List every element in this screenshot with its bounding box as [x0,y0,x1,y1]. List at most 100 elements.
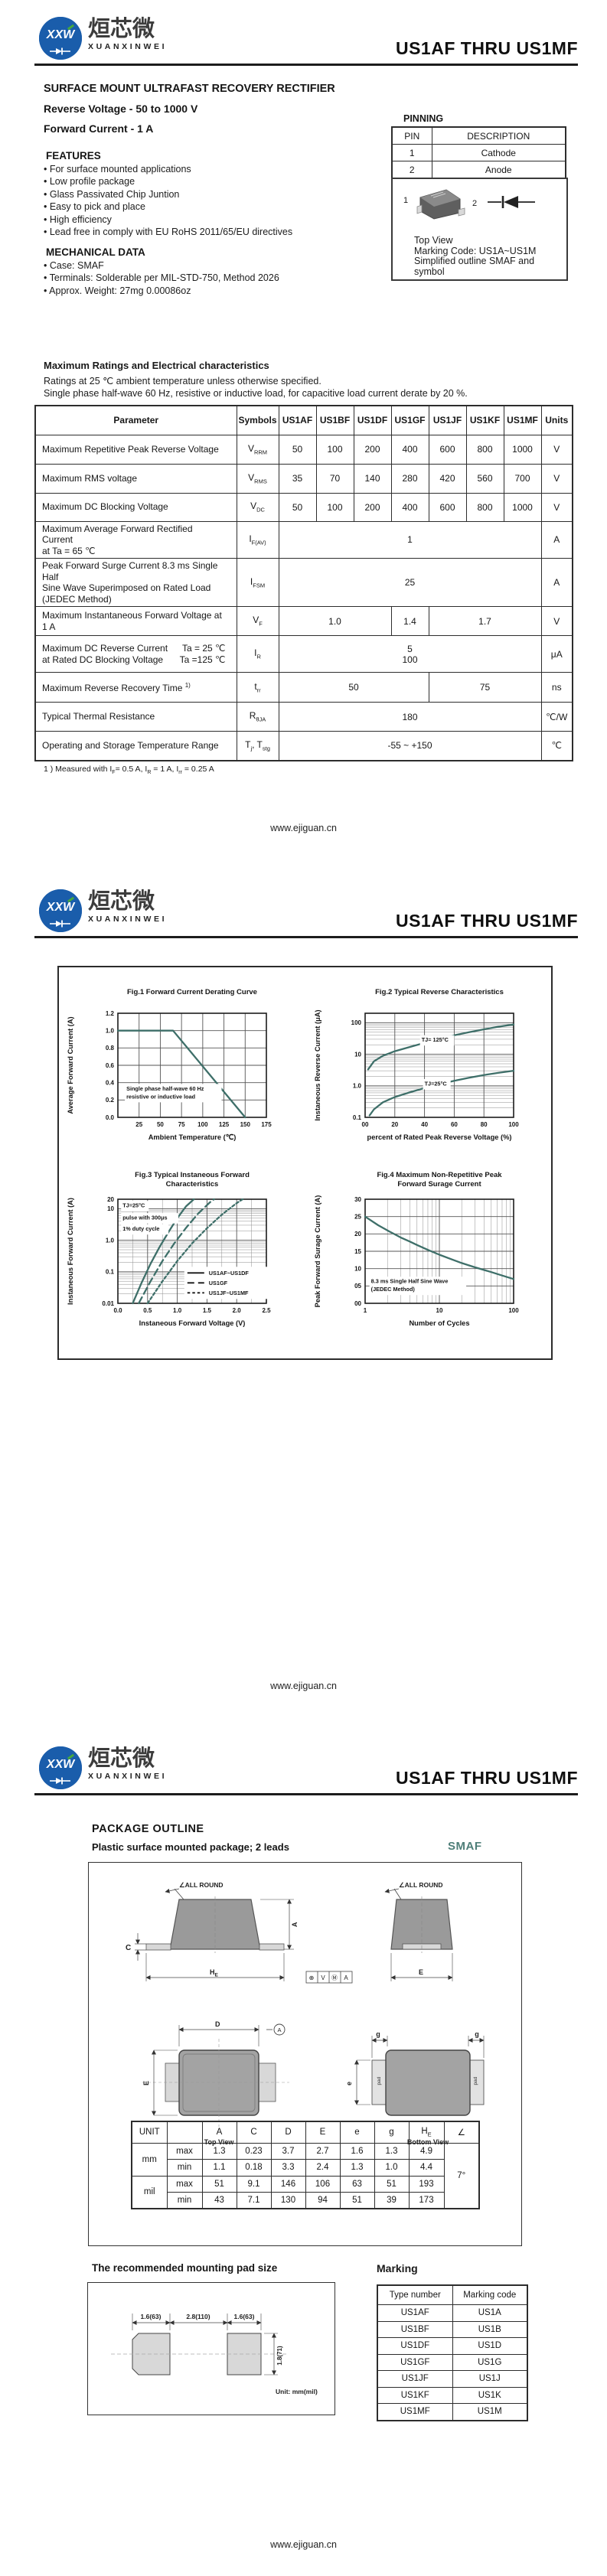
unit-cell: V [540,434,573,465]
svg-text:60: 60 [451,1121,458,1128]
page-title: US1AF THRU US1MF [395,911,578,931]
table-cell: 7.1 [236,2192,272,2209]
series-surge [364,1215,515,1280]
table-cell: US1K [452,2386,528,2404]
table-row: Maximum Reverse Recovery Time 1) trr 50 75 n… [34,672,573,703]
svg-text:Single phase half-wave 60 Hz: Single phase half-wave 60 Hz [126,1085,204,1092]
logo-wordmark: 烜芯微 XUANXINWEI [88,17,167,60]
svg-text:Fig.1 Forward Current Deratin: Fig.1 Forward Current Derating Curve [127,988,257,996]
svg-text:10: 10 [436,1307,443,1314]
table-cell: US1M [452,2403,528,2421]
all-round-label: ∠ALL ROUND [179,1881,224,1889]
value-cell: 420 [428,463,467,494]
ratings-note1: Ratings at 25 ℃ ambient temperature unle… [44,376,321,386]
list-item: • Terminals: Solderable per MIL-STD-750,… [44,272,279,284]
table-cell: 3.3 [270,2159,306,2177]
mount-pad-right [227,2333,262,2375]
list-item: • High efficiency [44,214,112,225]
svg-text:75: 75 [178,1121,185,1128]
svg-text:20: 20 [354,1231,361,1237]
table-cell: US1JF [377,2370,453,2388]
svg-text:100: 100 [351,1019,362,1026]
symbol-cell: VDC [236,492,279,522]
pad-unit-note: Unit: mm(mil) [276,2388,318,2395]
chart-fig3: TJ=25°C pulse with 300μs 1% duty cycle US1A… [67,1171,271,1327]
svg-text:Number of Cycles: Number of Cycles [409,1319,469,1327]
svg-text:0.0: 0.0 [106,1114,115,1121]
svg-text:100: 100 [508,1121,519,1128]
list-item: • Lead free in comply with EU RoHS 2011/… [44,227,293,238]
list-item: Top View [414,235,453,246]
svg-text:Peak Forward Surage Current (A: Peak Forward Surage Current (A) [314,1195,321,1308]
table-cell: 1.3 [339,2159,375,2177]
datum-cell: A [344,1974,348,1981]
value-cell: 1.7 [428,606,542,636]
package-subheading: Plastic surface mounted package; 2 leads [92,1841,289,1853]
pad-dim-right: 1.6(63) [234,2313,255,2320]
dim-C-label: C [126,1944,131,1952]
unit-cell: A [540,520,573,559]
column-header: DESCRIPTION [431,126,566,145]
value-cell: 200 [353,434,392,465]
table-cell: 51 [374,2175,410,2193]
dim-e-label: e [345,2082,353,2085]
svg-text:US1GF: US1GF [209,1280,228,1286]
ratings-table: Parameter Symbols US1AF US1BF US1DF US1GF US1J… [34,405,573,761]
table-cell: min [166,2159,203,2177]
column-header: A [201,2121,237,2144]
pinning-table: PIN DESCRIPTION 1 Cathode 2 Anode [391,126,566,179]
table-cell: US1D [452,2337,528,2355]
symbol-cell: VRMS [236,463,279,494]
series-US1GF [138,1198,215,1305]
value-cell: 800 [465,434,504,465]
svg-text:1.2: 1.2 [106,1010,115,1017]
bottom-view-body [385,2049,471,2116]
package-3d-icon [416,189,465,220]
mechanical-list: • Case: SMAF • Terminals: Solderable per … [44,259,365,297]
outline-symbol-box: 1 2 Top View Marking Code: US1A~US1M Simpl… [391,178,568,281]
table-cell: US1J [452,2370,528,2388]
table-cell: 1.3 [374,2142,410,2160]
svg-text:0.4: 0.4 [106,1079,115,1086]
series-US1AF~US1DF [132,1198,195,1305]
svg-text:00: 00 [362,1121,369,1128]
column-header: Marking code [452,2284,528,2305]
value-cell: 600 [428,434,467,465]
pad-size-drawing: 1.6(63) 2.8(110) 1.6(63) 1.8(71) Unit: m… [111,2313,318,2395]
parameter-cell: Maximum Repetitive Peak Reverse Voltage [34,434,237,465]
pad-size-box: 1.6(63) 2.8(110) 1.6(63) 1.8(71) Unit: m… [87,2282,335,2415]
svg-text:(JEDEC Method): (JEDEC Method) [371,1286,416,1293]
unit-cell: ℃/W [540,702,573,732]
footer-website: www.ejiguan.cn [270,1681,337,1691]
series-US1JF~US1MF [146,1198,244,1305]
svg-text:Instaneous Forward Current (A): Instaneous Forward Current (A) [67,1198,74,1305]
table-row: Maximum Instantaneous Forward Voltage at… [34,606,573,636]
dim-E-label: E [419,1968,423,1976]
svg-text:80: 80 [481,1121,488,1128]
value-cell: 75 [428,672,542,703]
pad-dim-center: 2.8(110) [186,2313,210,2320]
table-row: Peak Forward Surge Current 8.3 ms Single… [34,558,573,607]
column-header: ∠ [443,2121,480,2144]
table-cell: max [166,2175,203,2193]
svg-text:0.8: 0.8 [106,1045,115,1052]
svg-text:Fig.4 Maximum Non-Repetitive: Fig.4 Maximum Non-Repetitive Peak [377,1171,502,1179]
svg-text:US1JF~US1MF: US1JF~US1MF [209,1290,249,1296]
svg-text:1% duty cycle: 1% duty cycle [122,1225,159,1232]
table-cell: mm [131,2142,168,2177]
svg-text:1.0: 1.0 [353,1083,362,1090]
table-cell: Anode [431,161,566,179]
value-cell: 100 [315,434,354,465]
value-cell: 140 [353,463,392,494]
svg-text:0.1: 0.1 [353,1114,362,1121]
table-cell: 1.1 [201,2159,237,2177]
marking-table: Type number Marking code US1AF US1A US1BF US1… [377,2284,528,2421]
svg-text:1.0: 1.0 [173,1307,182,1314]
column-header: C [236,2121,272,2144]
parameter-cell: Peak Forward Surge Current 8.3 ms Single… [34,558,237,607]
table-row: Maximum RMS voltage VRMS 35 70 140 280 420 560 7… [34,463,573,494]
svg-text:1.5: 1.5 [203,1307,212,1314]
table-cell: 0.23 [236,2142,272,2160]
svg-text:10: 10 [354,1265,361,1272]
table-cell: 94 [305,2192,341,2209]
